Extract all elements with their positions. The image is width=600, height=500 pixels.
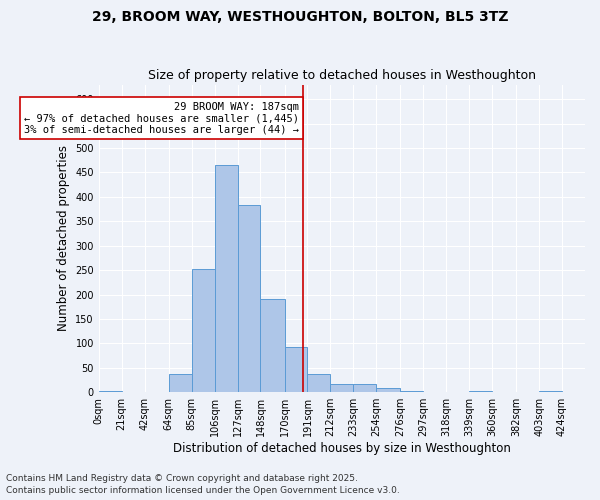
Bar bbox=[331, 384, 353, 392]
Bar bbox=[539, 391, 562, 392]
Title: Size of property relative to detached houses in Westhoughton: Size of property relative to detached ho… bbox=[148, 69, 536, 82]
Bar bbox=[400, 390, 423, 392]
Bar bbox=[469, 390, 492, 392]
Bar bbox=[215, 165, 238, 392]
Bar bbox=[191, 268, 215, 392]
Bar bbox=[376, 388, 400, 392]
Bar bbox=[260, 300, 284, 392]
Bar bbox=[284, 348, 307, 392]
Bar bbox=[238, 205, 260, 392]
Bar bbox=[353, 384, 376, 392]
Bar bbox=[169, 374, 191, 392]
Bar bbox=[99, 391, 122, 392]
Text: Contains HM Land Registry data © Crown copyright and database right 2025.
Contai: Contains HM Land Registry data © Crown c… bbox=[6, 474, 400, 495]
Text: 29 BROOM WAY: 187sqm
← 97% of detached houses are smaller (1,445)
3% of semi-det: 29 BROOM WAY: 187sqm ← 97% of detached h… bbox=[24, 102, 299, 135]
Y-axis label: Number of detached properties: Number of detached properties bbox=[57, 146, 70, 332]
Text: 29, BROOM WAY, WESTHOUGHTON, BOLTON, BL5 3TZ: 29, BROOM WAY, WESTHOUGHTON, BOLTON, BL5… bbox=[92, 10, 508, 24]
Bar bbox=[307, 374, 331, 392]
X-axis label: Distribution of detached houses by size in Westhoughton: Distribution of detached houses by size … bbox=[173, 442, 511, 455]
